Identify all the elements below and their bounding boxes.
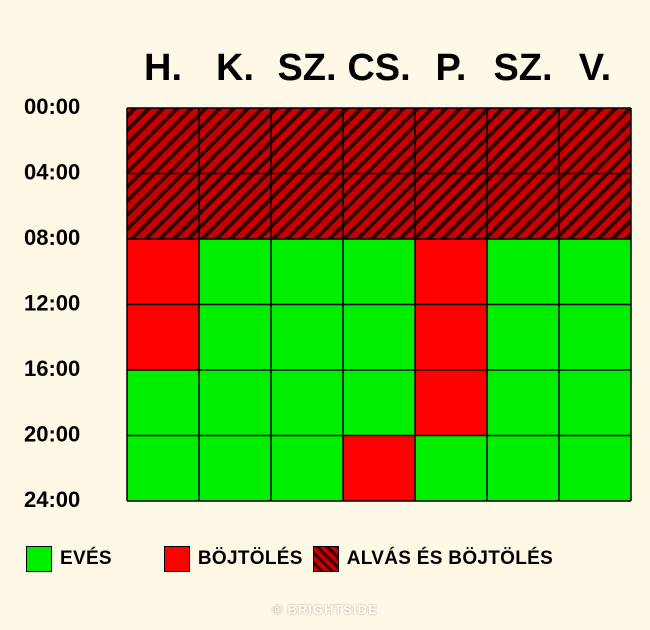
grid-layer <box>126 107 632 502</box>
cell-eat <box>559 435 631 501</box>
watermark: © BRIGHTSIDE <box>272 602 378 617</box>
day-label: SZ. <box>277 47 336 89</box>
cell-eat <box>271 370 343 436</box>
cell-sleep <box>559 173 631 239</box>
cell-eat <box>271 239 343 305</box>
cells-layer <box>127 108 631 501</box>
cell-eat <box>487 304 559 370</box>
cell-eat <box>199 370 271 436</box>
cell-sleep <box>343 108 415 174</box>
cell-fast <box>415 239 487 305</box>
legend-label-eat: EVÉS <box>60 548 112 569</box>
time-tick-label: 08:00 <box>24 225 80 250</box>
cell-eat <box>487 370 559 436</box>
time-tick-label: 20:00 <box>24 422 80 447</box>
legend-swatch-fast <box>163 546 190 572</box>
cell-eat <box>559 239 631 305</box>
cell-eat <box>343 304 415 370</box>
day-label: SZ. <box>493 47 552 89</box>
cell-sleep <box>127 108 199 174</box>
legend-item-eat: EVÉS <box>26 546 112 572</box>
cell-sleep <box>199 108 271 174</box>
cell-fast <box>127 304 199 370</box>
cell-eat <box>127 370 199 436</box>
cell-sleep <box>199 173 271 239</box>
cell-eat <box>559 304 631 370</box>
day-labels: H. K. SZ. CS. P. SZ. V. <box>144 47 611 89</box>
day-label: CS. <box>347 47 410 89</box>
cell-sleep <box>343 173 415 239</box>
cell-sleep <box>487 173 559 239</box>
cell-sleep <box>127 173 199 239</box>
cell-sleep <box>271 108 343 174</box>
cell-eat <box>343 239 415 305</box>
cell-fast <box>415 370 487 436</box>
cell-fast <box>415 304 487 370</box>
cell-eat <box>343 370 415 436</box>
cell-sleep <box>415 173 487 239</box>
legend: EVÉS BÖJTÖLÉS ALVÁS ÉS BÖJTÖLÉS <box>26 546 553 572</box>
cell-sleep <box>415 108 487 174</box>
cell-sleep <box>271 173 343 239</box>
time-tick-label: 16:00 <box>24 356 80 381</box>
cell-eat <box>487 435 559 501</box>
cell-eat <box>199 435 271 501</box>
legend-item-sleep: ALVÁS ÉS BÖJTÖLÉS <box>312 546 554 572</box>
cell-eat <box>199 239 271 305</box>
time-tick-label: 04:00 <box>24 160 80 185</box>
day-label: V. <box>579 47 611 89</box>
time-labels: 00:00 04:00 08:00 12:00 16:00 20:00 24:00 <box>24 94 80 512</box>
legend-label-sleep: ALVÁS ÉS BÖJTÖLÉS <box>346 548 554 569</box>
day-label: P. <box>435 47 466 89</box>
schedule-chart: H. K. SZ. CS. P. SZ. V. 00:00 04:00 08:00 12:00 16… <box>24 47 632 512</box>
cell-sleep <box>487 108 559 174</box>
time-tick-label: 12:00 <box>24 291 80 316</box>
cell-eat <box>127 435 199 501</box>
time-tick-label: 00:00 <box>24 94 80 119</box>
cell-fast <box>343 435 415 501</box>
legend-swatch-sleep <box>312 546 339 572</box>
legend-swatch-eat <box>26 546 52 572</box>
legend-item-fast: BÖJTÖLÉS <box>163 546 303 572</box>
day-label: K. <box>216 47 254 89</box>
cell-eat <box>415 435 487 501</box>
time-tick-label: 24:00 <box>24 487 80 512</box>
cell-fast <box>127 239 199 305</box>
cell-eat <box>199 304 271 370</box>
cell-eat <box>487 239 559 305</box>
cell-eat <box>559 370 631 436</box>
cell-eat <box>271 435 343 501</box>
cell-eat <box>271 304 343 370</box>
legend-label-fast: BÖJTÖLÉS <box>197 548 303 569</box>
day-label: H. <box>144 47 182 89</box>
cell-sleep <box>559 108 631 174</box>
